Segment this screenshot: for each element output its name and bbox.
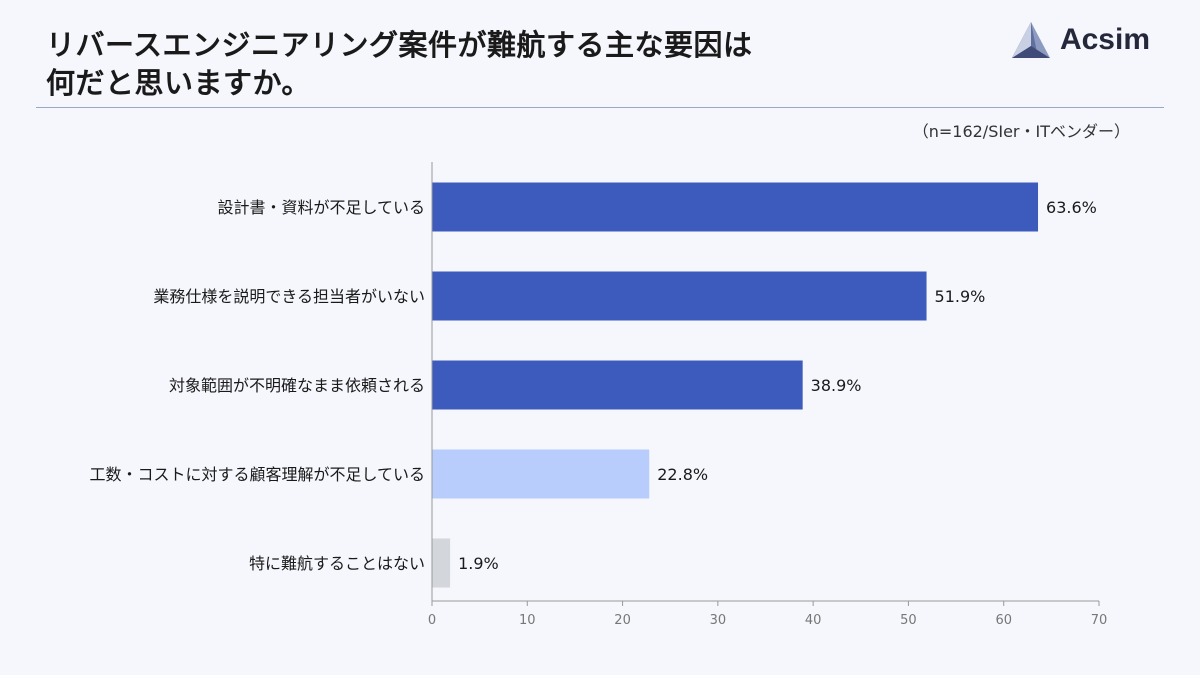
header-divider [36,107,1164,108]
category-label: 業務仕様を説明できる担当者がいない [153,287,425,306]
x-tick-label: 0 [428,613,436,628]
bar [432,182,1039,232]
bar [432,449,650,499]
x-tick-label: 30 [710,613,727,628]
x-tick-label: 40 [805,613,822,628]
sample-note: （n=162/SIer・ITベンダー） [912,122,1130,141]
x-tick-label: 70 [1091,613,1108,628]
x-tick-label: 50 [900,613,917,628]
data-label: 38.9% [811,376,862,395]
brand-name: Acsim [1059,23,1150,56]
x-tick-label: 20 [614,613,631,628]
bar [432,271,927,321]
brand-logo: Acsim [1010,20,1150,60]
x-tick-label: 10 [519,613,536,628]
data-label: 51.9% [935,287,986,306]
page-title: リバースエンジニアリング案件が難航する主な要因は 何だと思いますか。 [46,26,926,102]
data-label: 22.8% [657,465,708,484]
category-label: 対象範囲が不明確なまま依頼される [169,376,425,395]
category-label: 工数・コストに対する顧客理解が不足している [89,465,425,484]
data-label: 1.9% [458,554,499,573]
bar [432,538,451,588]
category-label: 設計書・資料が不足している [217,198,425,217]
bar [432,360,803,410]
category-label: 特に難航することはない [249,554,425,573]
acsim-logo-icon [1011,22,1050,58]
data-label: 63.6% [1046,198,1097,217]
x-tick-label: 60 [995,613,1012,628]
title-line-1: リバースエンジニアリング案件が難航する主な要因は [46,28,753,62]
title-line-2: 何だと思いますか。 [46,66,311,100]
